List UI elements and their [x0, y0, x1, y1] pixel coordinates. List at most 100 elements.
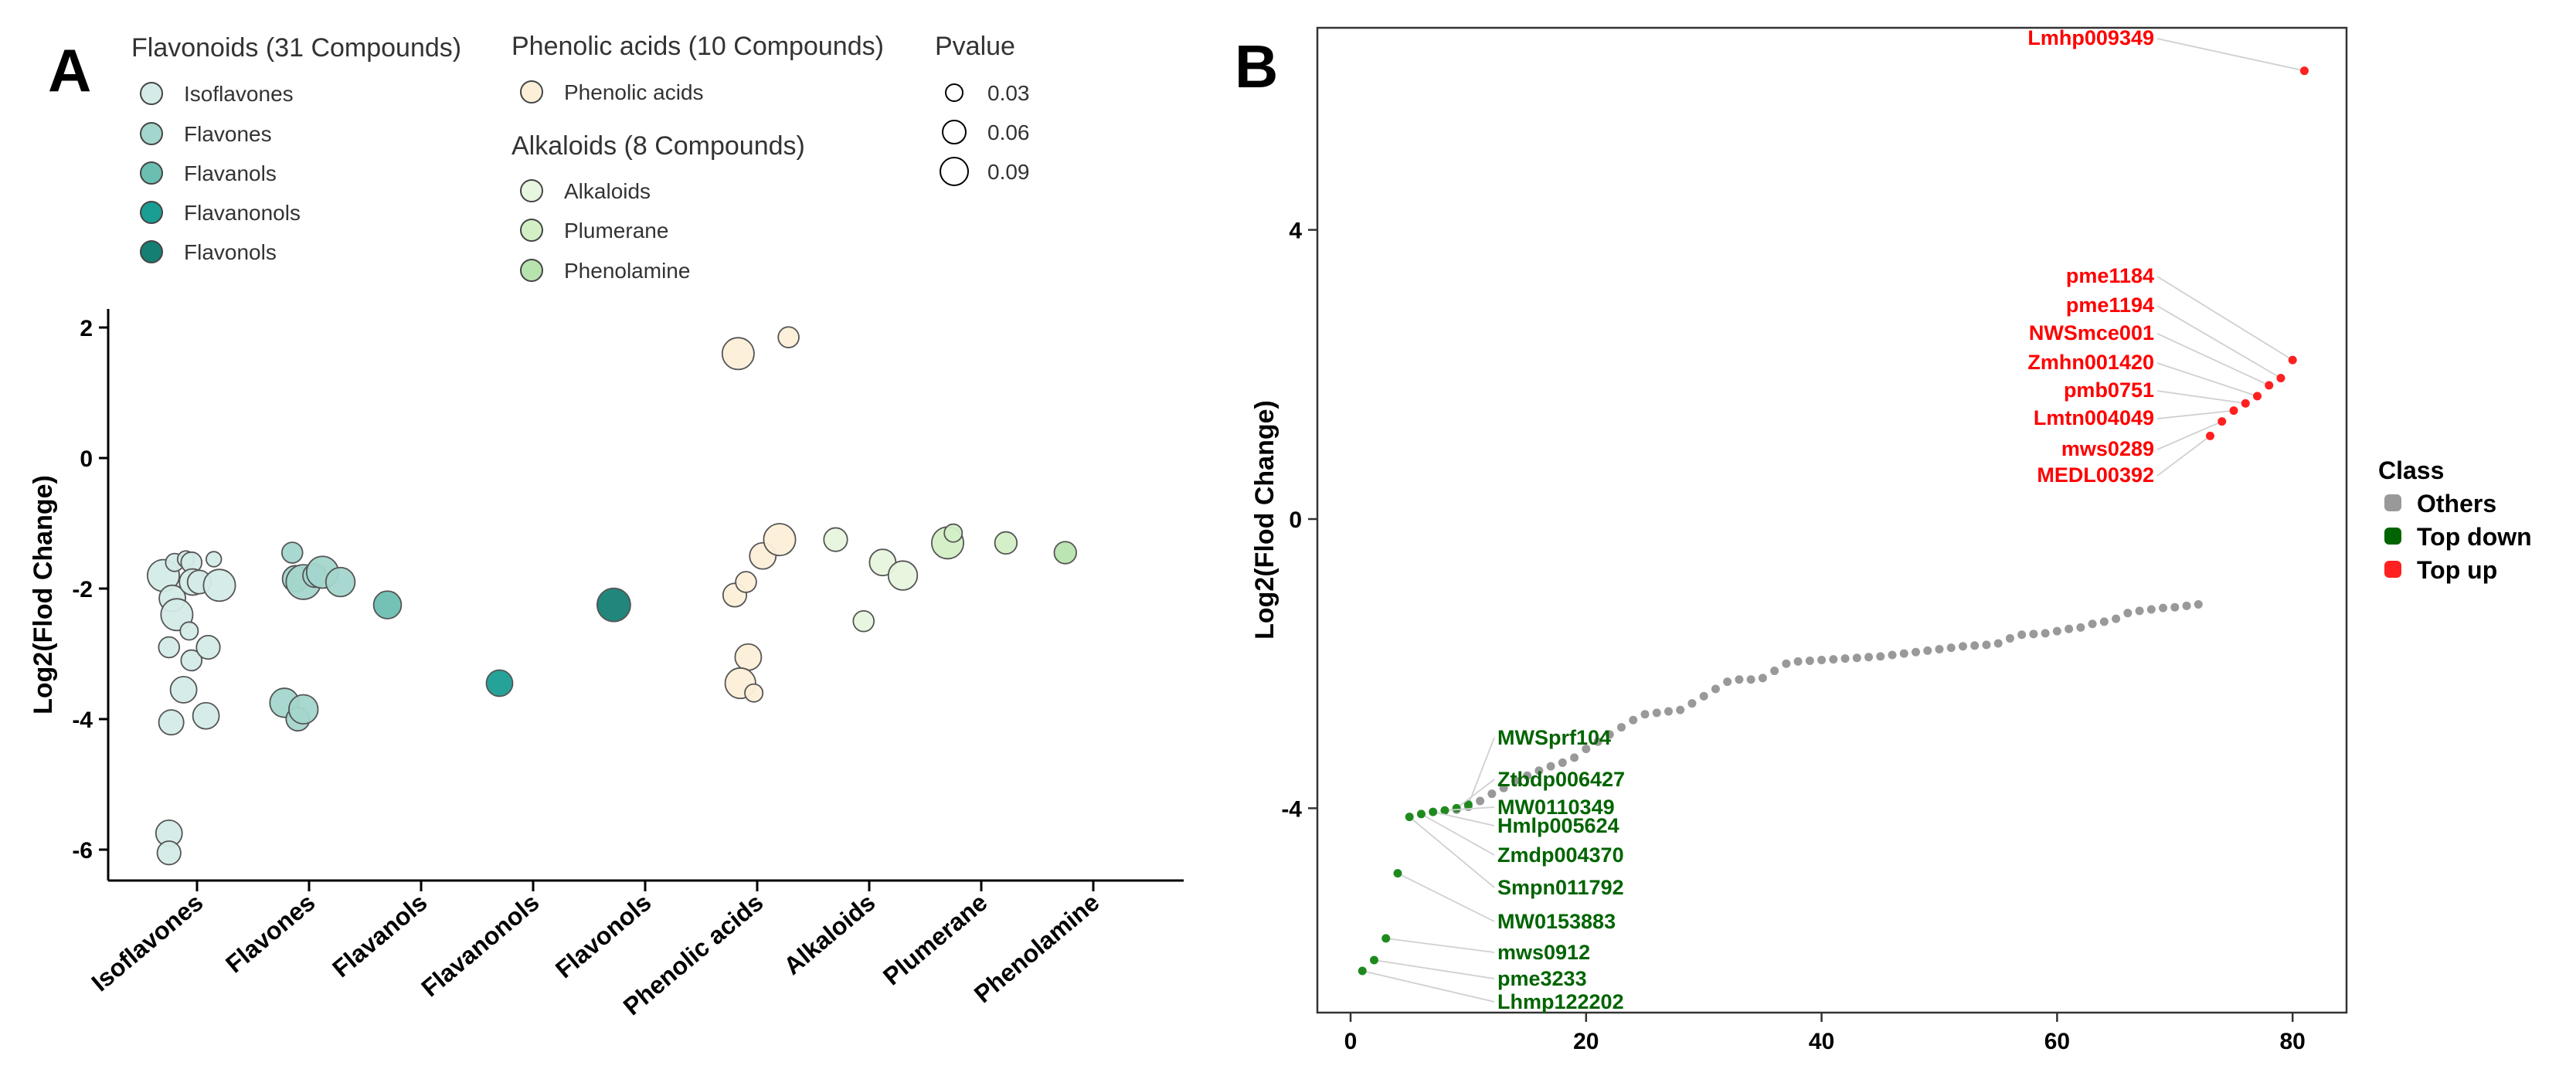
legend-swatch-isoflavones [140, 82, 163, 105]
panel-a-point-flavanols [372, 590, 403, 619]
legend-alkaloids-title: Alkaloids (8 Compounds) [511, 131, 805, 161]
panel-b-point-others [1805, 656, 1814, 665]
legend-label-top-up: Top up [2417, 556, 2497, 584]
panel-b-x-tick-label: 40 [1809, 1029, 1834, 1054]
panel-b-leader-line [2156, 305, 2282, 379]
panel-b-y-tick-label: -4 [1281, 796, 1302, 822]
panel-b-others-points [1452, 599, 2203, 814]
panel-b-point-top-down [1405, 813, 1414, 822]
panel-b-leader-line [1456, 779, 1495, 809]
panel-b-label-top-up: NWSmce001 [2029, 321, 2154, 344]
panel-b-point-others [2088, 619, 2097, 629]
panel-a-point-flavonols [596, 587, 631, 623]
legend-swatch-flavonols [140, 240, 163, 263]
legend-label-flavanols: Flavanols [184, 161, 277, 185]
panel-b-point-others [1476, 796, 1485, 806]
panel-b-point-others [1993, 639, 2003, 648]
panel-b-point-others [1523, 771, 1532, 780]
panel-b-point-others [2041, 629, 2050, 638]
panel-b-point-others [1970, 641, 1980, 650]
legend-swatch-flavanols [140, 161, 163, 185]
legend-flavonoids: Flavonoids (31 Compounds) Isoflavones Fl… [131, 33, 461, 264]
legend-pvalue-medium [942, 120, 967, 144]
panel-b-point-others [1958, 642, 1967, 651]
panel-b-leader-line [2156, 38, 2305, 72]
legend-swatch-top-up [2384, 561, 2401, 578]
panel-a-point-isoflavones [180, 649, 203, 672]
panel-a-point-isoflavones [169, 676, 198, 704]
panel-a-x-label-flavones: Flavones [220, 888, 320, 979]
legend-pvalue: Pvalue 0.03 0.06 0.09 [935, 32, 1030, 186]
panel-b-point-others [1676, 705, 1685, 714]
panel-b-y-tick-label: 0 [1289, 507, 1302, 533]
panel-b-point-others [1629, 715, 1638, 725]
panel-a-y-tick-label: -6 [72, 838, 93, 864]
panel-b-label-top-up: mws0289 [2061, 437, 2154, 460]
panel-b-point-others [1593, 737, 1602, 746]
panel-b-y-title-text: Log2(Flod Change) [1250, 400, 1280, 640]
panel-b-label-top-down: Lhmp122202 [1497, 990, 1624, 1013]
panel-a-point-isoflavones [192, 701, 220, 730]
panel-b-point-others [1946, 643, 1956, 653]
panel-b-label-top-down: Hmlp005624 [1497, 814, 1619, 837]
panel-b-x-tick-label: 60 [2044, 1029, 2070, 1054]
panel-b-point-top-down [1358, 966, 1367, 976]
panel-a-y-ticks: 2 0 -2 -4 -6 [72, 316, 108, 864]
panel-b-leader-line [2156, 420, 2223, 450]
panel-b-point-others [1852, 653, 1861, 663]
panel-b-point-top-up [2276, 373, 2285, 382]
panel-b-leader-line [1420, 813, 1495, 856]
panel-a-x-label-plumerane: Plumerane [878, 888, 992, 991]
panel-b-x-tick-label: 80 [2280, 1029, 2306, 1054]
legend-swatch-phenolamine [520, 259, 543, 282]
panel-b-point-others [1499, 783, 1508, 792]
panel-b-point-others [2159, 603, 2168, 613]
panel-b-point-top-down [1369, 955, 1378, 965]
panel-b-label-top-down: Zmdp004370 [1497, 843, 1624, 867]
panel-b-point-others [1817, 656, 1827, 665]
panel-a-point-isoflavones [179, 621, 199, 641]
panel-b-point-others [1664, 707, 1673, 716]
panel-a-point-flavanonols [485, 669, 514, 697]
legend-phenolic-title: Phenolic acids (10 Compounds) [511, 32, 884, 61]
panel-b-label-top-down: Ztbdp006427 [1497, 768, 1625, 791]
panel-a-point-isoflavones [158, 709, 185, 736]
panel-b-point-others [2123, 609, 2133, 618]
panel-b-point-others [1829, 655, 1838, 664]
panel-b-point-others [1735, 675, 1744, 684]
panel-b-point-top-down [1429, 807, 1438, 816]
panel-a-x-label-flavanonols: Flavanonols [416, 888, 544, 1003]
panel-b-x-tick-label: 0 [1344, 1029, 1358, 1054]
panel-b-point-others [1923, 646, 1932, 655]
legend-swatch-flavones [140, 122, 163, 145]
panel-a-point-alkaloids [887, 560, 919, 591]
panel-b-point-top-up [2206, 431, 2215, 440]
panel-b-leader-line [1385, 937, 1495, 953]
panel-b-point-others [2170, 602, 2180, 612]
panel-a-point-phenolamine [1053, 541, 1077, 565]
panel-b-point-others [1546, 762, 1555, 771]
legend-label-top-down: Top down [2417, 523, 2532, 551]
legend-class: Class Others Top down Top up [2378, 456, 2532, 584]
panel-a-point-isoflavones [206, 551, 223, 568]
legend-label-isoflavones: Isoflavones [184, 82, 294, 106]
legend-label-phenolamine: Phenolamine [564, 259, 690, 283]
legend-pvalue-label-2: 0.06 [987, 120, 1030, 144]
panel-b-point-top-down [1440, 806, 1449, 815]
legend-pvalue-small [945, 83, 963, 102]
panel-a-point-phenolic-acids [735, 571, 757, 593]
panel-a-point-flavones [325, 566, 356, 598]
panel-b-point-others [2029, 630, 2038, 639]
panel-a-point-alkaloids [823, 527, 848, 552]
panel-b-label-top-down: mws0912 [1497, 941, 1590, 964]
panel-b-point-others [2017, 630, 2027, 640]
panel-b-point-others [1793, 657, 1803, 666]
legend-swatch-phenolic-acids [520, 80, 543, 104]
panel-a-point-phenolic-acids [721, 337, 755, 371]
legend-label-phenolic-acids: Phenolic acids [564, 80, 704, 104]
legend-flavonoids-title: Flavonoids (31 Compounds) [131, 33, 461, 63]
legend-pvalue-label-1: 0.03 [987, 81, 1030, 105]
legend-swatch-alkaloids [520, 179, 543, 202]
